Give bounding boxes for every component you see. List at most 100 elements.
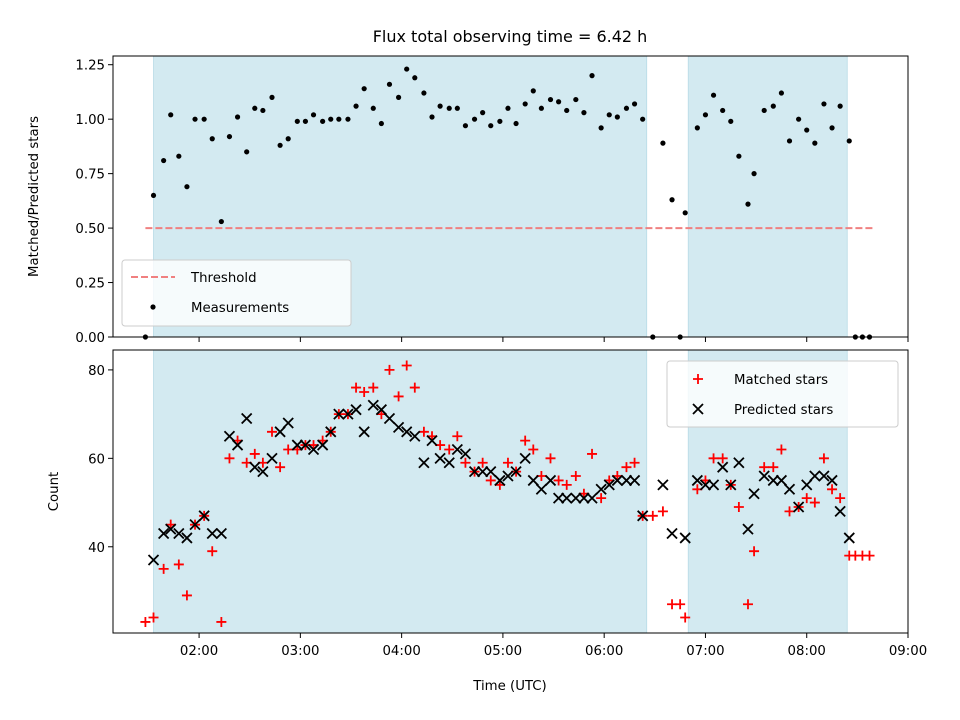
predicted-stars-point	[477, 465, 489, 478]
matched-stars-point	[460, 457, 471, 468]
measurements-point	[682, 210, 688, 216]
predicted-stars-point	[586, 492, 598, 504]
measurements-point	[361, 86, 367, 92]
matched-stars-point	[733, 501, 744, 512]
predicted-stars-point	[434, 452, 446, 464]
matched-stars-point	[528, 444, 539, 455]
measurements-point	[150, 192, 157, 199]
measurements-point	[378, 120, 384, 127]
measurements-point	[547, 96, 554, 103]
measurements-point	[530, 88, 536, 94]
matched-stars-point	[181, 590, 192, 601]
predicted-stars-point	[282, 417, 294, 429]
predicted-stars-point	[637, 510, 649, 522]
matched-stars-point	[485, 475, 496, 486]
matched-stars-point	[140, 616, 151, 627]
matched-stars-point	[351, 382, 362, 393]
predicted-stars-point	[173, 527, 185, 540]
measurements-point	[201, 116, 207, 122]
measurements-point	[328, 116, 334, 122]
predicted-stars-point	[527, 474, 539, 487]
predicted-stars-point	[215, 527, 227, 540]
matched-stars-point	[502, 457, 513, 468]
matched-stars-point	[742, 599, 753, 610]
x-tick-label: 09:00	[889, 644, 927, 659]
observing-interval-1	[687, 55, 848, 338]
matched-stars-point	[717, 453, 728, 464]
legend: Threshold Measurements	[121, 259, 352, 327]
measurements-point	[761, 107, 767, 114]
matched-stars-point	[680, 612, 691, 623]
measurements-point	[821, 101, 827, 107]
x-tick-label: 06:00	[585, 644, 623, 659]
matched-stars-point	[629, 457, 640, 468]
predicted-stars-point	[826, 474, 838, 487]
matched-stars-point	[708, 453, 719, 464]
predicted-stars-point	[342, 408, 354, 420]
y-tick-label: 60	[88, 452, 105, 467]
legend-measurements-label: Measurements	[191, 301, 289, 316]
measurements-point	[269, 94, 275, 100]
legend-box	[666, 360, 899, 428]
measurements-point	[336, 116, 342, 122]
predicted-stars-point	[317, 439, 329, 451]
predicted-stars-point	[595, 483, 607, 495]
matched-stars-point	[401, 360, 412, 371]
measurements-point	[606, 112, 612, 118]
measurements-point	[614, 114, 620, 120]
measurements-point	[770, 103, 776, 109]
measurements-point	[702, 112, 709, 118]
legend-threshold-label: Threshold	[190, 271, 257, 286]
measurements-point	[669, 197, 675, 203]
matched-stars-point	[835, 493, 846, 504]
y-tick-label: 0.50	[75, 222, 105, 237]
predicted-stars-point	[691, 474, 703, 487]
matched-stars-point	[570, 471, 581, 482]
predicted-stars-point	[350, 404, 362, 416]
y-tick-label: 1.00	[75, 113, 105, 128]
measurements-point	[804, 127, 810, 133]
x-axis-label: Time (UTC)	[472, 679, 547, 694]
predicted-stars-point	[657, 479, 669, 491]
measurements-point	[556, 99, 562, 105]
matched-stars-point	[418, 426, 429, 437]
measurements-point	[462, 123, 469, 129]
predicted-stars-point	[561, 492, 573, 504]
predicted-stars-point	[299, 439, 312, 451]
x-tick-label: 04:00	[382, 644, 420, 659]
matched-stars-point	[545, 453, 556, 464]
measurements-point	[631, 101, 638, 107]
measurements-point	[310, 112, 317, 118]
predicted-stars-point	[792, 501, 805, 513]
measurements-point	[581, 110, 587, 116]
matched-stars-point	[776, 444, 787, 455]
measurements-point	[846, 138, 852, 144]
measurements-point	[176, 153, 182, 159]
observing-interval-0	[153, 349, 648, 634]
predicted-stars-point	[699, 479, 712, 491]
predicted-stars-point	[510, 465, 522, 478]
measurements-point	[302, 118, 309, 124]
measurements-point	[446, 105, 452, 111]
measurements-point	[168, 112, 174, 118]
matched-stars-point	[657, 506, 668, 517]
predicted-stars-point	[206, 527, 218, 540]
matched-stars-point	[368, 382, 379, 393]
predicted-stars-point	[409, 430, 421, 442]
measurements-point	[829, 125, 835, 131]
predicted-stars-point	[494, 474, 506, 487]
matched-stars-point	[553, 475, 564, 486]
matched-stars-point	[249, 448, 260, 459]
matched-stars-point	[827, 484, 838, 495]
matched-stars-point	[158, 563, 169, 574]
predicted-stars-point	[628, 474, 641, 487]
predicted-stars-point	[666, 527, 678, 540]
predicted-stars-point	[443, 457, 455, 469]
measurements-point	[454, 105, 460, 111]
predicted-stars-point	[818, 470, 830, 482]
measurements-point	[226, 133, 233, 140]
predicted-stars-point	[519, 452, 531, 464]
measurements-point	[277, 142, 283, 148]
matched-stars-point	[275, 462, 286, 473]
matched-stars-point	[520, 435, 531, 446]
